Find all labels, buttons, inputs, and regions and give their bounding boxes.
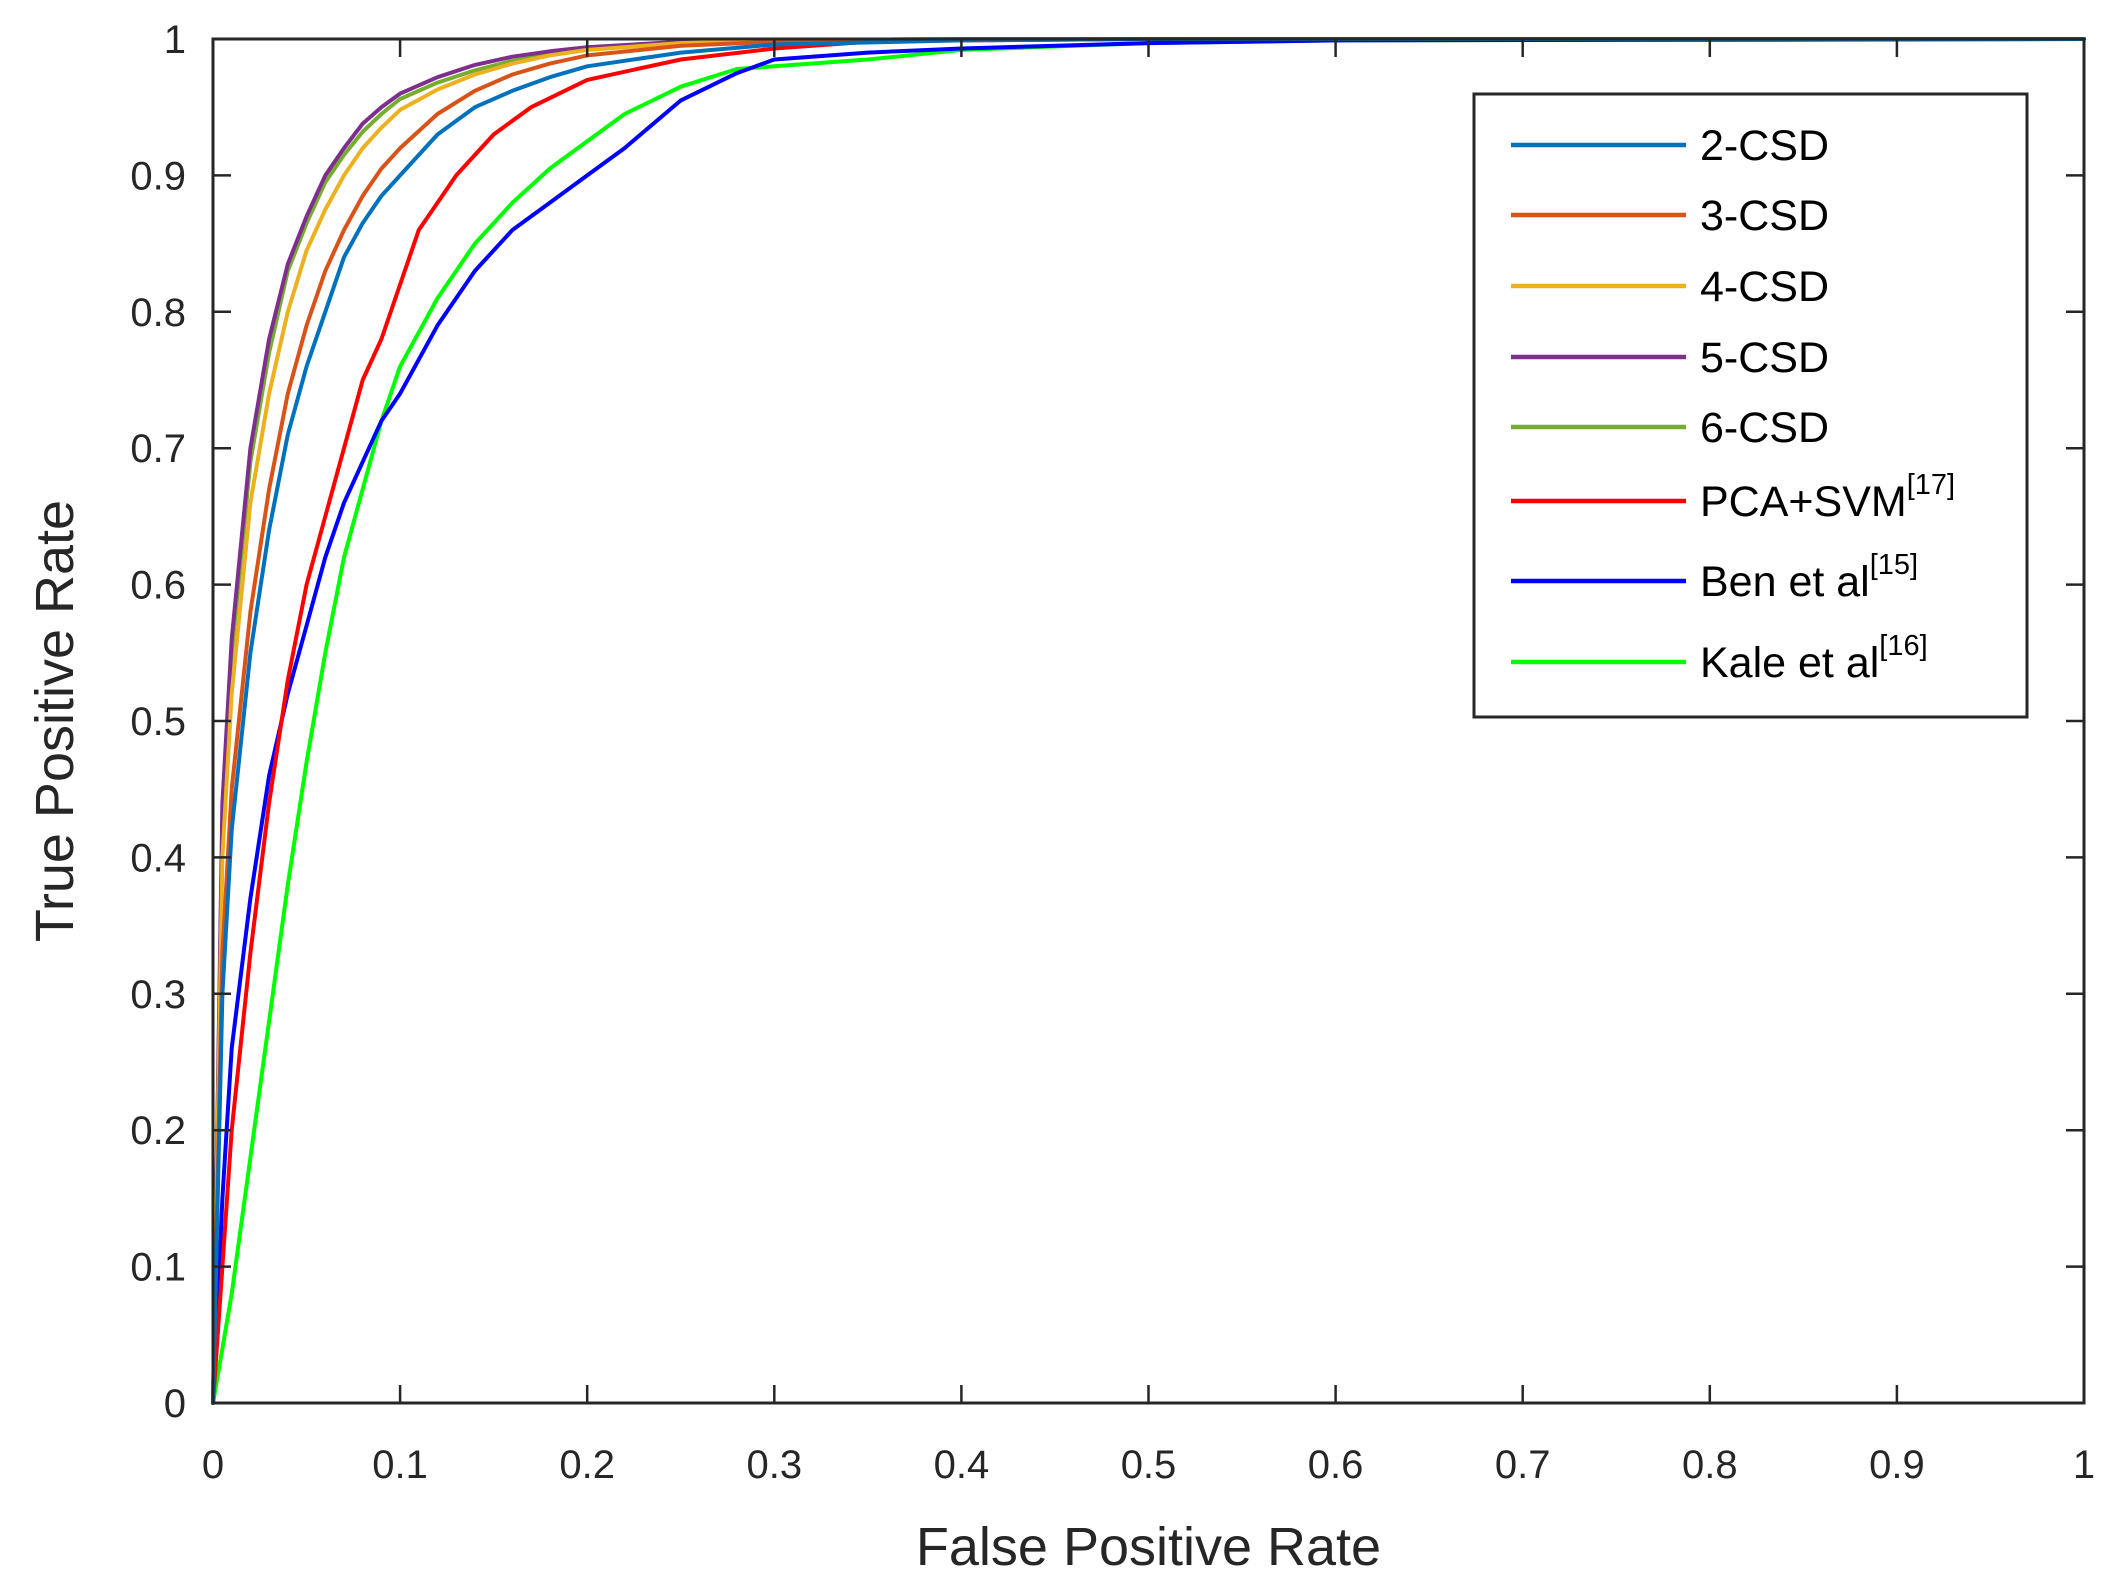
legend: 2-CSD 3-CSD 4-CSD 5-CSD 6-CSD PCA+SVM[17] Ben … [1472, 92, 2029, 719]
x-tick-label: 0.2 [559, 1443, 615, 1487]
y-tick-label: 0.4 [130, 836, 186, 880]
series-line-7 [211, 37, 2086, 1405]
legend-label-text: 6-CSD [1700, 404, 1829, 452]
series-line-6 [211, 37, 2086, 1405]
y-axis-title: True Positive Rate [25, 500, 85, 942]
legend-label-2: 4-CSD [1700, 263, 1829, 311]
legend-label-6: Ben et al[15] [1700, 549, 1918, 606]
series-line-5 [211, 37, 2086, 1405]
x-tick-label: 0.6 [1308, 1443, 1364, 1487]
legend-label-text: 3-CSD [1700, 192, 1829, 240]
legend-label-5: PCA+SVM[17] [1700, 469, 1955, 526]
legend-label-text: Ben et al [1700, 558, 1870, 606]
y-tick-label: 0.1 [130, 1246, 186, 1290]
y-tick-label: 0.2 [130, 1109, 186, 1153]
legend-box [1472, 92, 2029, 719]
legend-label-3: 5-CSD [1700, 334, 1829, 382]
legend-label-text: Kale et al [1700, 639, 1879, 687]
x-tick-label: 0.8 [1682, 1443, 1738, 1487]
x-tick-label: 0.1 [372, 1443, 428, 1487]
legend-label-text: 2-CSD [1700, 122, 1829, 170]
x-axis-title: False Positive Rate [916, 1517, 1381, 1577]
y-tick-label: 0.7 [130, 427, 186, 471]
x-tick-label: 0.4 [934, 1443, 990, 1487]
y-tick-label: 0.6 [130, 564, 186, 608]
y-tick-label: 0.3 [130, 973, 186, 1017]
legend-label-sup: [17] [1907, 469, 1955, 501]
x-tick-label: 0.9 [1869, 1443, 1925, 1487]
legend-label-7: Kale et al[16] [1700, 630, 1928, 687]
x-tick-label: 0.7 [1495, 1443, 1551, 1487]
y-tick-labels: 0 0.1 0.2 0.3 0.4 0.5 0.6 0.7 0.8 0.9 1 [130, 18, 186, 1426]
y-tick-label: 1 [164, 18, 186, 62]
series-line-0 [211, 37, 2086, 1405]
x-tick-label: 0 [202, 1443, 224, 1487]
legend-label-sup: [15] [1870, 549, 1918, 581]
x-tick-label: 1 [2073, 1443, 2095, 1487]
legend-label-4: 6-CSD [1700, 404, 1829, 452]
y-tick-label: 0.9 [130, 154, 186, 198]
plot-frame [211, 37, 2086, 1405]
legend-label-1: 3-CSD [1700, 192, 1829, 240]
x-tick-label: 0.3 [746, 1443, 802, 1487]
y-tick-label: 0.8 [130, 291, 186, 335]
y-tick-label: 0.5 [130, 700, 186, 744]
y-tick-label: 0 [164, 1382, 186, 1426]
series-line-1 [211, 37, 2086, 1405]
legend-label-text: PCA+SVM [1700, 478, 1907, 526]
series-layer [211, 37, 2086, 1405]
legend-label-0: 2-CSD [1700, 122, 1829, 170]
x-tick-label: 0.5 [1121, 1443, 1177, 1487]
x-tick-labels: 0 0.1 0.2 0.3 0.4 0.5 0.6 0.7 0.8 0.9 1 [202, 1443, 2095, 1487]
legend-label-sup: [16] [1879, 630, 1927, 662]
legend-label-text: 5-CSD [1700, 334, 1829, 382]
legend-label-text: 4-CSD [1700, 263, 1829, 311]
